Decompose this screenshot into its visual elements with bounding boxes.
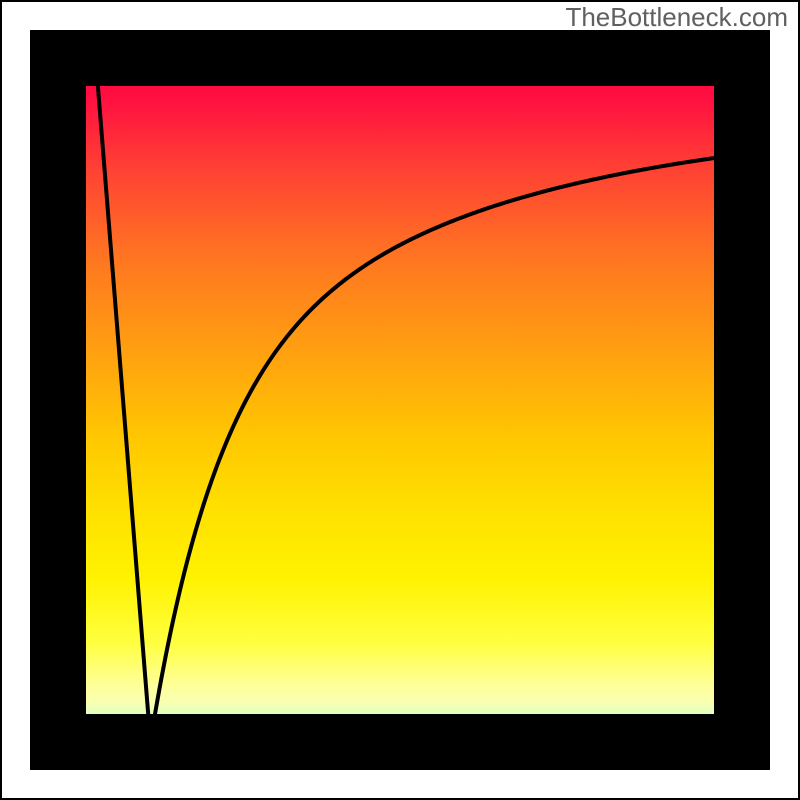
watermark-text: TheBottleneck.com: [565, 2, 788, 32]
chart-svg: TheBottleneck.com: [0, 0, 800, 800]
chart-container: TheBottleneck.com: [0, 0, 800, 800]
gradient-background: [58, 58, 742, 742]
